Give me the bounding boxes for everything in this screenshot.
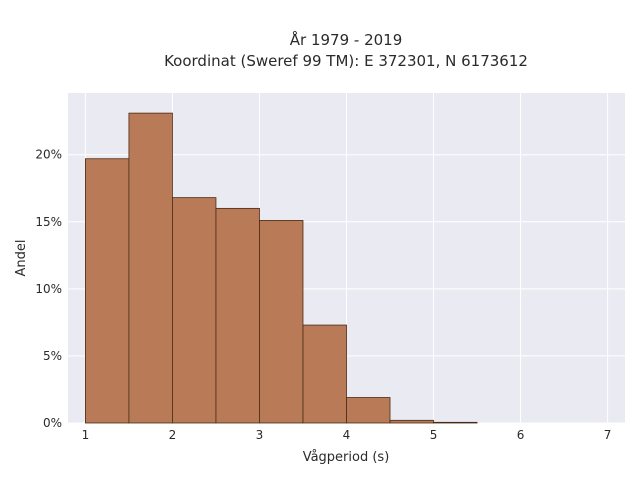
histogram-bar [259,220,304,424]
x-tick-label: 6 [517,428,525,442]
histogram-bar [85,158,130,424]
x-axis-label: Vågperiod (s) [303,450,390,465]
x-tick-label: 5 [430,428,438,442]
bars-layer [85,112,478,424]
chart-subtitle: Koordinat (Sweref 99 TM): E 372301, N 61… [164,52,528,70]
y-tick-labels: 0% 5% 10% 15% 20% [35,148,62,430]
histogram-bar [172,197,217,424]
x-tick-label: 3 [256,428,264,442]
y-tick-label: 0% [43,416,62,430]
chart-title: År 1979 - 2019 [290,30,403,49]
y-tick-label: 5% [43,349,62,363]
histogram-bar [433,421,478,424]
histogram-bar [215,207,260,424]
x-tick-label: 4 [343,428,351,442]
y-tick-label: 10% [35,282,62,296]
x-tick-label: 1 [82,428,90,442]
histogram-bar [128,112,173,424]
y-axis-label: Andel [14,240,29,277]
histogram-bar [302,324,347,424]
x-tick-label: 2 [169,428,177,442]
y-tick-label: 15% [35,215,62,229]
histogram-bar [389,419,434,424]
y-tick-label: 20% [35,148,62,162]
histogram-bar [346,397,391,424]
x-tick-labels: 1 2 3 4 5 6 7 [82,428,612,442]
x-tick-label: 7 [604,428,612,442]
